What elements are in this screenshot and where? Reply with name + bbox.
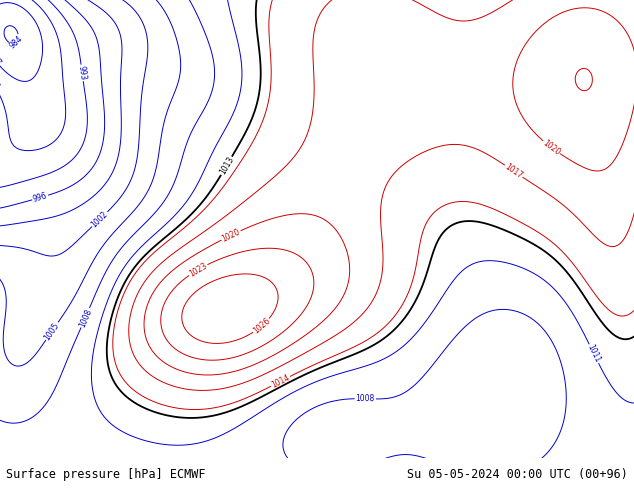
Text: 1020: 1020: [221, 227, 242, 244]
Text: 993: 993: [77, 65, 87, 81]
Text: 984: 984: [8, 34, 25, 50]
Text: 987: 987: [0, 50, 2, 67]
Text: 1008: 1008: [77, 307, 93, 328]
Text: 1017: 1017: [503, 162, 524, 180]
Text: 1013: 1013: [217, 155, 235, 176]
Text: 1020: 1020: [541, 138, 562, 157]
Text: 1011: 1011: [586, 343, 602, 364]
Text: Su 05-05-2024 00:00 UTC (00+96): Su 05-05-2024 00:00 UTC (00+96): [407, 467, 628, 481]
Text: 996: 996: [32, 191, 48, 204]
Text: 1014: 1014: [270, 373, 291, 390]
Text: 1005: 1005: [42, 320, 61, 342]
Text: 1023: 1023: [188, 261, 209, 278]
Text: Surface pressure [hPa] ECMWF: Surface pressure [hPa] ECMWF: [6, 467, 206, 481]
Text: 1026: 1026: [252, 316, 272, 336]
Text: 1008: 1008: [356, 394, 375, 403]
Text: 1002: 1002: [90, 209, 110, 229]
